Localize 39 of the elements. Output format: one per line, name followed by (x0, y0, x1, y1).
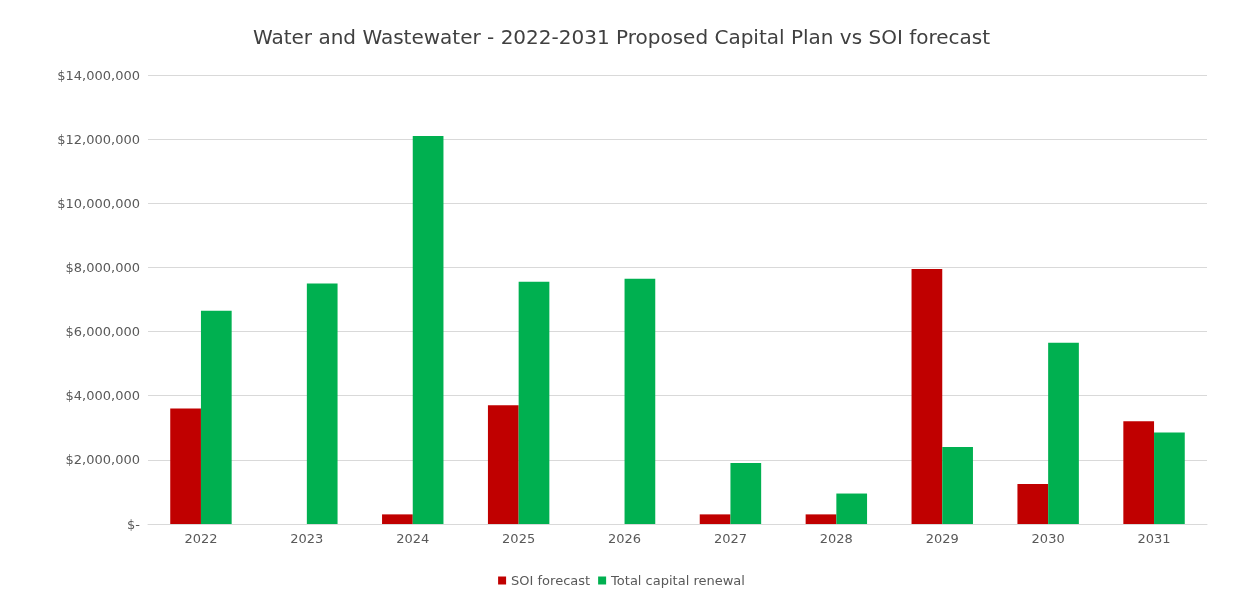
bar (1154, 432, 1185, 524)
x-tick-label: 2027 (713, 531, 747, 546)
bar (942, 447, 973, 524)
x-tick-label: 2030 (1031, 531, 1065, 546)
bar (1048, 342, 1079, 524)
bar (487, 405, 519, 524)
bar (1017, 483, 1049, 524)
x-tick-label: 2023 (290, 531, 324, 546)
y-tick-label: $8,000,000 (65, 259, 140, 275)
bar (200, 310, 232, 524)
y-tick-label: $14,000,000 (57, 67, 140, 83)
y-tick-label: $10,000,000 (57, 195, 140, 211)
legend-label: SOI forecast (511, 573, 591, 588)
bar (306, 283, 338, 524)
x-tick-label: 2022 (184, 531, 218, 546)
bar (382, 514, 413, 524)
bar (805, 514, 837, 524)
x-tick-label: 2025 (502, 531, 536, 546)
chart-title: Water and Wastewater - 2022-2031 Proposed Capital Plan vs SOI forecast (252, 25, 991, 49)
y-tick-label: $4,000,000 (65, 388, 140, 404)
y-tick-label: $12,000,000 (57, 131, 140, 147)
legend-label: Total capital renewal (610, 573, 745, 588)
bar (518, 281, 550, 524)
y-tick-label: $- (127, 516, 141, 532)
bar (699, 514, 731, 524)
y-tick-label: $6,000,000 (65, 324, 140, 340)
y-tick-label: $2,000,000 (65, 452, 140, 468)
x-tick-label: 2028 (819, 531, 853, 546)
bar (170, 408, 201, 524)
bar (836, 493, 868, 524)
bar (412, 135, 444, 524)
bar (624, 278, 656, 524)
bar (911, 269, 943, 524)
bar (730, 463, 762, 524)
x-tick-label: 2026 (608, 531, 642, 546)
x-tick-label: 2029 (925, 531, 959, 546)
x-tick-label: 2031 (1137, 531, 1171, 546)
x-tick-label: 2024 (396, 531, 430, 546)
bar (1123, 421, 1155, 524)
